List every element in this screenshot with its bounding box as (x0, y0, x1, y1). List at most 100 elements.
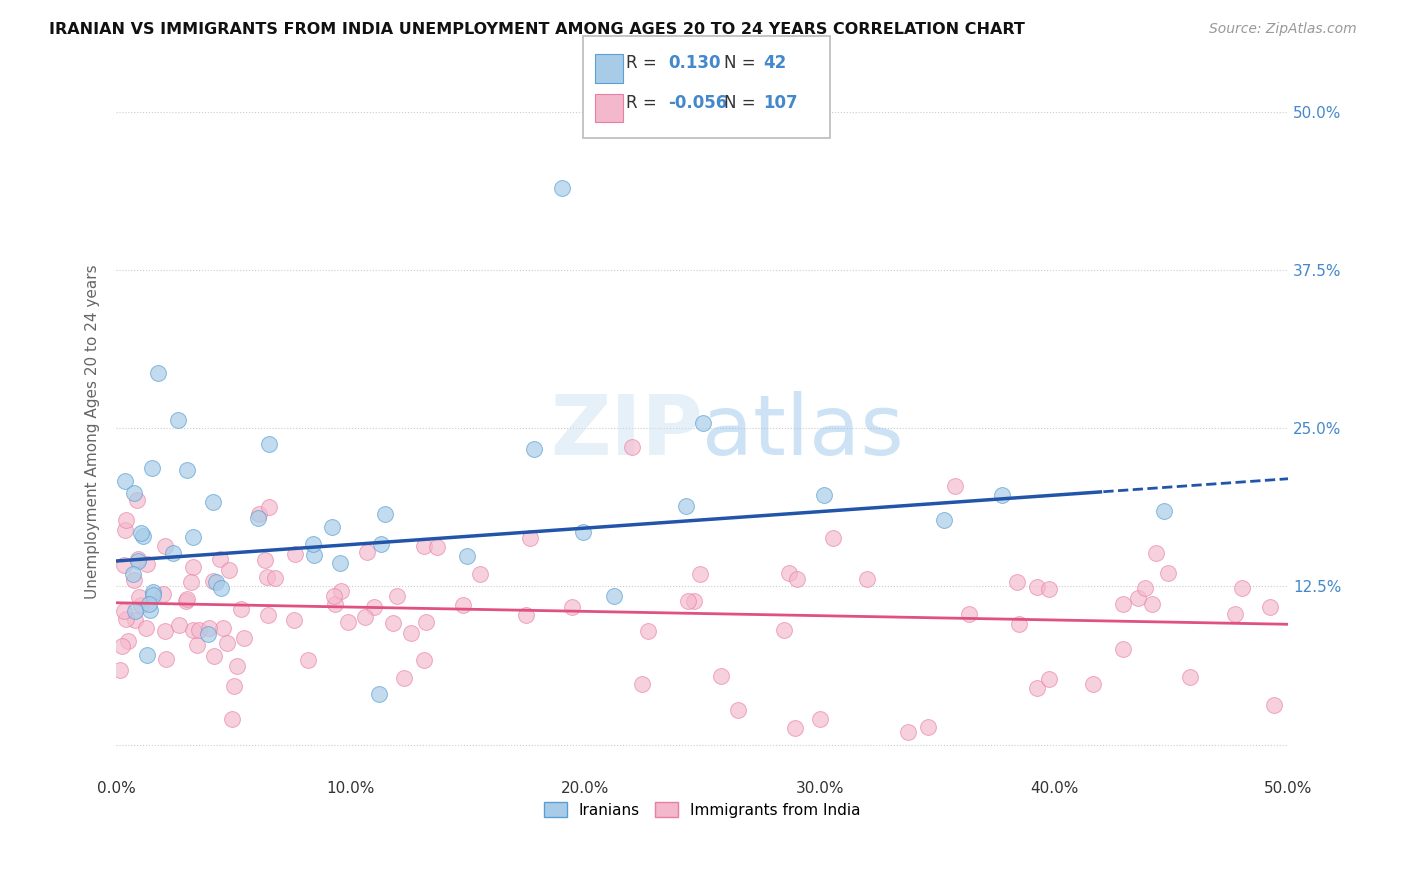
Point (1133, 582, 1156, 596)
Text: R =: R = (626, 54, 662, 72)
Point (146, 366, 169, 380)
Point (202, 649, 225, 664)
Point (710, 669, 733, 683)
Point (957, 607, 980, 621)
Point (374, 507, 396, 521)
Point (132, 529, 155, 543)
Point (302, 537, 325, 551)
Point (897, 724, 920, 739)
Point (259, 437, 281, 451)
Point (122, 573, 145, 587)
Point (218, 563, 240, 577)
Point (136, 648, 159, 663)
Point (676, 594, 699, 608)
Point (167, 618, 190, 632)
Text: N =: N = (724, 94, 761, 112)
Point (321, 520, 343, 534)
Point (183, 530, 205, 544)
Point (201, 495, 224, 509)
Point (256, 608, 278, 623)
Point (637, 624, 659, 638)
Text: atlas: atlas (703, 391, 904, 472)
Point (211, 621, 233, 635)
Point (180, 575, 202, 590)
Point (1230, 581, 1253, 595)
Point (329, 584, 352, 599)
Point (991, 488, 1014, 502)
Point (129, 598, 152, 612)
Point (142, 588, 165, 602)
Point (115, 513, 138, 527)
Point (110, 663, 132, 677)
Point (336, 615, 359, 629)
Point (181, 623, 204, 637)
Point (1026, 580, 1049, 594)
Point (519, 531, 541, 545)
Point (155, 539, 177, 553)
Point (283, 613, 305, 627)
Text: -0.056: -0.056 (668, 94, 727, 112)
Point (246, 511, 269, 525)
Point (176, 591, 198, 606)
Point (401, 625, 423, 640)
Point (188, 624, 211, 638)
Point (1178, 671, 1201, 685)
Legend: Iranians, Immigrants from India: Iranians, Immigrants from India (537, 796, 868, 823)
Point (124, 485, 146, 500)
Point (917, 721, 939, 735)
Point (683, 593, 706, 607)
Point (415, 615, 437, 629)
Text: ZIP: ZIP (550, 391, 703, 472)
Point (128, 590, 150, 604)
Point (1008, 616, 1031, 631)
Point (256, 569, 278, 583)
Point (515, 607, 537, 622)
Point (1038, 582, 1060, 596)
Point (323, 597, 346, 611)
Point (412, 653, 434, 667)
Point (1258, 600, 1281, 615)
Text: R =: R = (626, 94, 662, 112)
Point (1263, 698, 1285, 713)
Point (1025, 681, 1047, 695)
Point (155, 652, 177, 666)
Point (1128, 591, 1150, 605)
Text: 0.130: 0.130 (668, 54, 720, 72)
Y-axis label: Unemployment Among Ages 20 to 24 years: Unemployment Among Ages 20 to 24 years (86, 264, 100, 599)
Point (778, 566, 800, 581)
Text: N =: N = (724, 54, 761, 72)
Point (253, 553, 276, 567)
Point (451, 598, 474, 612)
Point (225, 658, 247, 673)
Point (823, 531, 845, 545)
Point (297, 653, 319, 667)
Point (215, 636, 238, 650)
Point (603, 589, 626, 603)
Point (550, 180, 572, 194)
Point (856, 572, 879, 586)
Point (363, 600, 385, 615)
Text: Source: ZipAtlas.com: Source: ZipAtlas.com (1209, 22, 1357, 37)
Point (127, 553, 149, 567)
Point (114, 475, 136, 489)
Point (392, 671, 415, 685)
Point (257, 500, 280, 515)
Point (247, 507, 270, 521)
Point (631, 677, 654, 691)
Point (1005, 574, 1028, 589)
Point (115, 612, 138, 626)
Point (1156, 566, 1178, 580)
Point (773, 623, 796, 637)
Point (135, 621, 157, 635)
Point (129, 526, 152, 541)
Point (785, 721, 807, 735)
Point (943, 479, 966, 493)
Point (142, 585, 165, 599)
Point (322, 589, 344, 603)
Point (356, 545, 378, 559)
Point (127, 552, 149, 566)
Point (117, 634, 139, 648)
Point (813, 488, 835, 502)
Point (186, 638, 208, 652)
Point (152, 587, 174, 601)
